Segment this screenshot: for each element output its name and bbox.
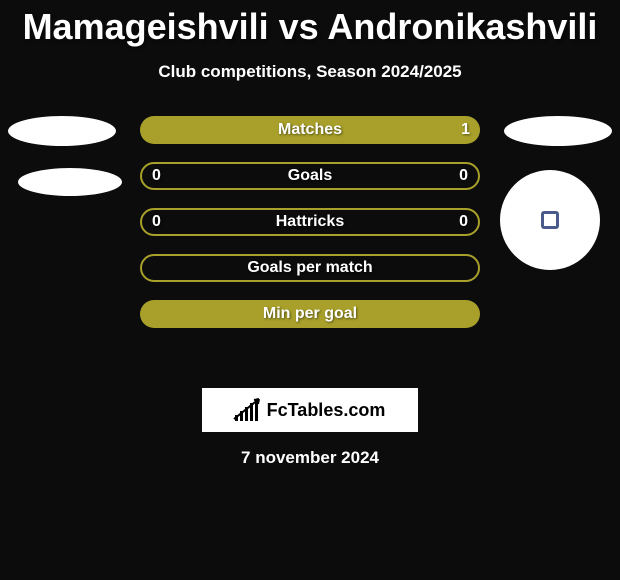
bar-chart-icon <box>235 399 261 421</box>
stat-right-value: 0 <box>459 213 468 231</box>
comparison-stage: Matches 1 0 Goals 0 0 Hattricks 0 Goals … <box>0 116 620 366</box>
stat-label: Hattricks <box>142 213 478 231</box>
placeholder-icon <box>541 211 559 229</box>
stat-bar-goals: 0 Goals 0 <box>140 162 480 190</box>
comparison-title: Mamageishvili vs Andronikashvili <box>0 0 620 48</box>
stat-bar-matches: Matches 1 <box>140 116 480 144</box>
stat-label: Matches <box>140 121 480 139</box>
player-right-shape-1 <box>504 116 612 146</box>
stat-bars: Matches 1 0 Goals 0 0 Hattricks 0 Goals … <box>140 116 480 328</box>
stat-left-value: 0 <box>152 167 161 185</box>
stat-bar-hattricks: 0 Hattricks 0 <box>140 208 480 236</box>
stat-label: Goals <box>142 167 478 185</box>
stat-right-value: 0 <box>459 167 468 185</box>
stat-left-value: 0 <box>152 213 161 231</box>
source-logo: FcTables.com <box>202 388 418 432</box>
stat-bar-min-per-goal: Min per goal <box>140 300 480 328</box>
source-logo-text: FcTables.com <box>267 400 386 421</box>
player-left-shape-1 <box>8 116 116 146</box>
stat-bar-goals-per-match: Goals per match <box>140 254 480 282</box>
player-right-circle <box>500 170 600 270</box>
stat-label: Goals per match <box>142 259 478 277</box>
comparison-subtitle: Club competitions, Season 2024/2025 <box>0 62 620 82</box>
comparison-date: 7 november 2024 <box>0 448 620 468</box>
stat-label: Min per goal <box>140 305 480 323</box>
player-left-shape-2 <box>18 168 122 196</box>
stat-right-value: 1 <box>461 121 470 139</box>
